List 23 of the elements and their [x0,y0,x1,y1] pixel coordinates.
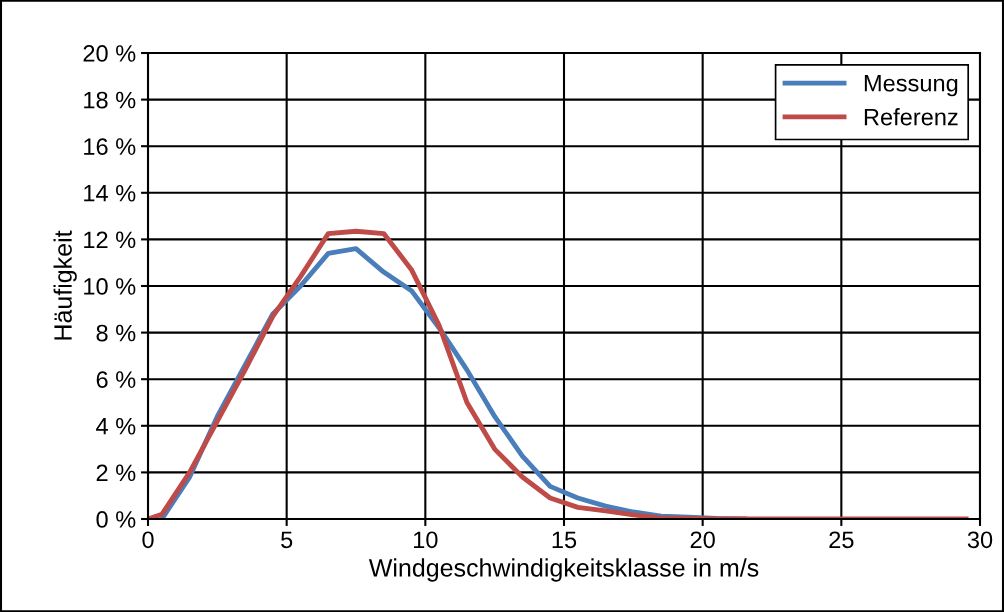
y-tick-label: 10 % [84,278,136,295]
y-tick-label: 4 % [96,417,136,435]
y-tick-label: 12 % [84,231,136,249]
y-tick-label: 16 % [84,138,136,155]
y-tick-label: 2 % [96,464,136,482]
x-tick-label: 20 [690,531,715,549]
legend-label: Messung [864,75,958,97]
y-tick-label: 6 % [96,371,136,388]
x-tick-label: 25 [829,531,854,549]
x-tick-label: 15 [552,531,577,549]
x-axis-title: Windgeschwindigkeitsklasse in m/s [368,558,759,582]
x-tick-label: 0 [142,531,154,549]
y-axis-title: Häufigkeit [53,230,77,340]
y-tick-label: 18 % [84,91,136,109]
x-tick-label: 30 [967,531,993,549]
line-series [148,228,969,519]
x-tick-label: 5 [281,531,293,549]
legend-label: Referenz [864,108,958,126]
x-tick-label: 10 [414,531,438,549]
y-tick-label: 8 % [96,324,136,342]
y-tick-label: 14 % [84,184,136,202]
y-tick-label: 0 % [96,511,136,528]
y-tick-label: 20 % [83,45,136,62]
